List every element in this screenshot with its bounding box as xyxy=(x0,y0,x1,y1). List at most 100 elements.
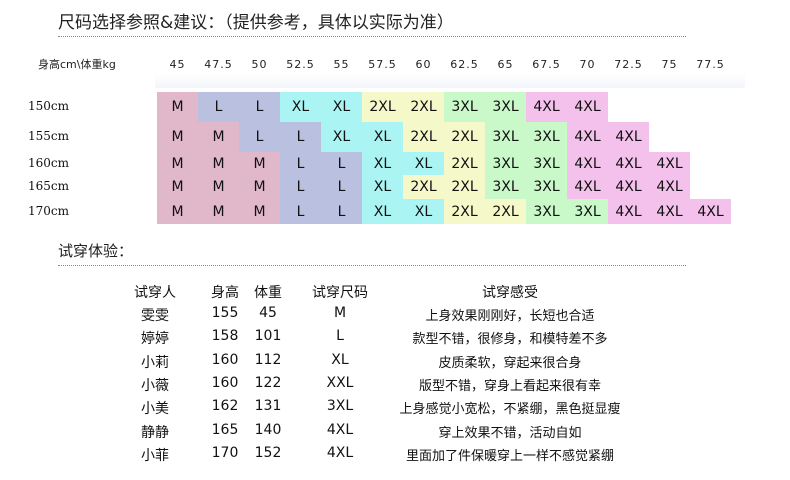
size-cell: M xyxy=(198,122,239,152)
header-band xyxy=(155,52,745,88)
height-label: 160cm xyxy=(28,155,70,170)
size-cell: XL xyxy=(362,122,403,152)
trial-header: 体重 xyxy=(254,285,282,301)
weight-label: 60 xyxy=(415,58,432,71)
trial-cell: 版型不错，穿身上看起来很有幸 xyxy=(418,378,601,394)
size-cell: 3XL xyxy=(485,152,526,175)
weight-label: 55 xyxy=(333,58,350,71)
size-cell: 4XL xyxy=(608,175,649,199)
size-cell: 4XL xyxy=(608,152,649,175)
size-cell: 2XL xyxy=(444,122,485,152)
size-cell: L xyxy=(280,122,321,152)
size-cell: 2XL xyxy=(403,175,444,199)
size-cell: 4XL xyxy=(608,122,649,152)
trial-cell: M xyxy=(333,305,347,321)
trial-cell: 101 xyxy=(254,328,282,345)
size-cell: 2XL xyxy=(362,92,403,122)
size-cell: 2XL xyxy=(444,175,485,199)
size-cell: L xyxy=(239,122,280,152)
size-cell: M xyxy=(157,92,198,122)
trial-header: 试穿感受 xyxy=(482,285,538,301)
weight-label: 77.5 xyxy=(696,58,725,71)
size-cell: 4XL xyxy=(608,199,649,224)
height-label: 165cm xyxy=(28,179,70,193)
size-cell: 2XL xyxy=(444,152,485,175)
size-cell: 4XL xyxy=(526,92,567,122)
trial-cell: 155 xyxy=(211,305,239,321)
height-label: 170cm xyxy=(28,203,70,218)
weight-label: 45 xyxy=(169,58,186,71)
size-cell: 3XL xyxy=(526,122,567,152)
size-cell: L xyxy=(321,199,362,224)
trial-cell: L xyxy=(336,328,344,345)
trial-cell: 款型不错，很修身，和模特差不多 xyxy=(412,332,608,348)
size-cell: L xyxy=(280,199,321,224)
trial-cell: 45 xyxy=(259,305,277,321)
trial-cell: 小菲 xyxy=(141,447,169,464)
divider xyxy=(58,36,686,37)
size-cell: 3XL xyxy=(526,199,567,224)
weight-label: 70 xyxy=(579,58,596,71)
weight-label: 62.5 xyxy=(450,58,479,71)
trial-cell: 112 xyxy=(254,351,282,368)
size-cell: XL xyxy=(403,152,444,175)
size-cell: L xyxy=(321,175,362,199)
size-cell: M xyxy=(198,152,239,175)
size-cell: 4XL xyxy=(690,199,731,224)
trial-header: 试穿人 xyxy=(134,285,176,301)
size-cell: M xyxy=(157,152,198,175)
size-cell: 2XL xyxy=(444,199,485,224)
trial-cell: 165 xyxy=(211,421,239,438)
weight-label: 47.5 xyxy=(204,58,233,71)
corner-label: 身高cm\体重kg xyxy=(38,58,116,71)
weight-label: 52.5 xyxy=(286,58,315,71)
size-cell: 4XL xyxy=(567,175,608,199)
size-cell: 4XL xyxy=(649,175,690,199)
weight-label: 72.5 xyxy=(614,58,643,71)
size-cell: M xyxy=(198,199,239,224)
size-cell: XL xyxy=(362,199,403,224)
height-label: 150cm xyxy=(28,99,70,113)
divider xyxy=(58,265,686,266)
trial-cell: 里面加了件保暖穿上一样不感觉紧绷 xyxy=(405,448,614,464)
size-cell: L xyxy=(198,92,239,122)
trial-cell: 152 xyxy=(254,444,282,461)
size-cell: L xyxy=(280,175,321,199)
trial-header: 试穿尺码 xyxy=(312,285,368,301)
trial-cell: 上身感觉小宽松，不紧绷，黑色挺显瘦 xyxy=(399,402,621,418)
size-cell: M xyxy=(239,199,280,224)
trial-cell: 160 xyxy=(211,374,239,391)
trial-cell: 上身效果刚刚好，长短也合适 xyxy=(425,309,595,324)
size-cell: 3XL xyxy=(485,92,526,122)
trial-cell: 4XL xyxy=(326,421,354,438)
size-cell: 4XL xyxy=(567,152,608,175)
trial-heading: 试穿体验： xyxy=(58,242,134,260)
size-cell: M xyxy=(157,122,198,152)
size-cell: 3XL xyxy=(526,152,567,175)
size-cell: XL xyxy=(321,92,362,122)
size-cell: 3XL xyxy=(444,92,485,122)
size-cell: 2XL xyxy=(403,122,444,152)
trial-cell: XL xyxy=(331,351,349,368)
size-cell: 3XL xyxy=(526,175,567,199)
size-cell: L xyxy=(280,152,321,175)
weight-label: 57.5 xyxy=(368,58,397,71)
trial-cell: 162 xyxy=(211,398,239,415)
height-label: 155cm xyxy=(28,129,70,143)
trial-cell: 穿上效果不错，活动自如 xyxy=(438,425,582,441)
trial-cell: 170 xyxy=(211,444,239,461)
size-cell: 4XL xyxy=(649,199,690,224)
trial-cell: 140 xyxy=(254,421,282,438)
trial-cell: 131 xyxy=(254,398,282,415)
size-cell: XL xyxy=(321,122,362,152)
trial-cell: 122 xyxy=(254,374,282,391)
size-cell: XL xyxy=(280,92,321,122)
size-cell: 3XL xyxy=(567,199,608,224)
trial-cell: 3XL xyxy=(326,398,354,415)
weight-label: 75 xyxy=(661,58,678,71)
trial-cell: 婷婷 xyxy=(141,331,169,348)
weight-label: 50 xyxy=(251,58,268,71)
size-cell: 2XL xyxy=(485,199,526,224)
trial-cell: 小莉 xyxy=(141,354,169,371)
trial-cell: 雯雯 xyxy=(141,308,169,324)
